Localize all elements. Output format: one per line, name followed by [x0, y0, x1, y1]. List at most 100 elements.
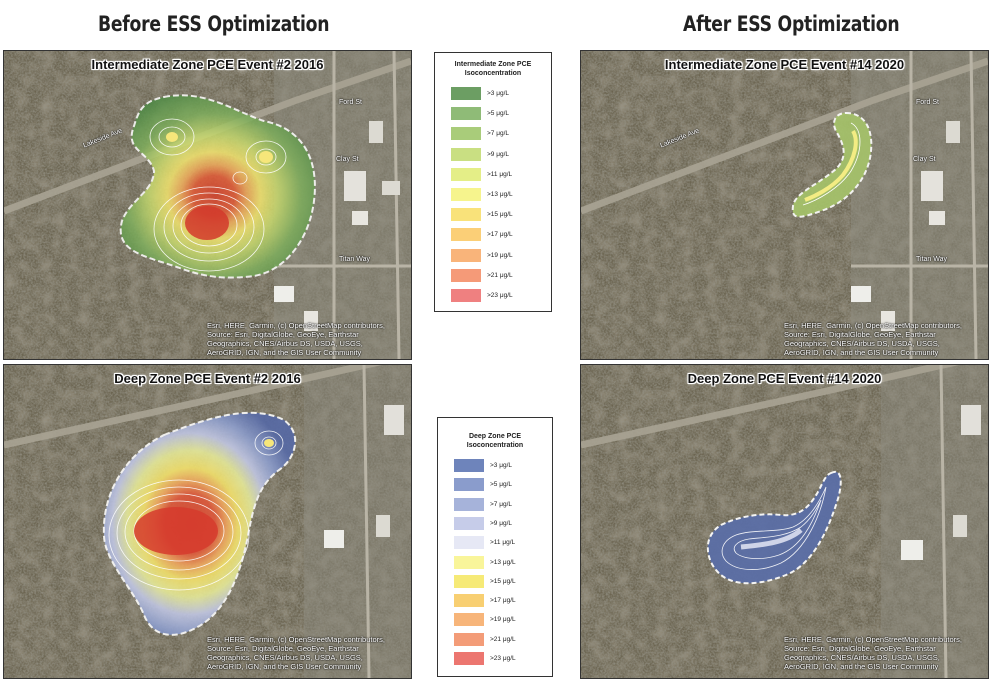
- map-title: Deep Zone PCE Event #2 2016: [114, 371, 301, 386]
- legend-label: >15 μg/L: [487, 211, 513, 219]
- attribution-line: Geographics, CNES/Airbus DS, USDA, USGS,: [784, 339, 940, 348]
- legend-item: >23 μg/L: [454, 652, 516, 665]
- map-intermediate-2016[interactable]: Lakeside Ave Clay St Titan Way Ford St I…: [3, 50, 412, 360]
- legend-swatch: [454, 594, 484, 608]
- map-title: Intermediate Zone PCE Event #2 2016: [91, 57, 324, 72]
- legend-item: >9 μg/L: [451, 147, 509, 161]
- attribution-line: Geographics, CNES/Airbus DS, USDA, USGS,: [784, 653, 940, 662]
- street-label: Clay St: [913, 156, 936, 163]
- legend-swatch: [451, 268, 481, 282]
- legend-title: Deep Zone PCE Isoconcentration: [438, 432, 552, 450]
- legend-label: >9 μg/L: [490, 519, 512, 527]
- legend-item: >11 μg/L: [454, 536, 516, 550]
- legend-swatch: [454, 497, 484, 511]
- street-label: Ford St: [339, 99, 362, 106]
- legend-item: >9 μg/L: [454, 516, 512, 530]
- legend-label: >19 μg/L: [490, 616, 516, 624]
- legend-swatch: [454, 516, 484, 530]
- attribution-line: Source: Esri, DigitalGlobe, GeoEye, Eart…: [784, 644, 936, 653]
- attribution-line: AeroGRID, IGN, and the GIS User Communit…: [784, 662, 939, 671]
- legend-swatch: [454, 536, 484, 550]
- legend-label: >23 μg/L: [490, 655, 516, 662]
- legend-swatch: [451, 127, 481, 141]
- attribution-line: Geographics, CNES/Airbus DS, USDA, USGS,: [207, 339, 363, 348]
- legend-swatch: [454, 574, 484, 588]
- attribution-line: Source: Esri, DigitalGlobe, GeoEye, Eart…: [784, 330, 936, 339]
- legend-title-line: Isoconcentration: [464, 70, 522, 77]
- legend-swatch: [454, 478, 484, 492]
- legend-item: >21 μg/L: [454, 632, 516, 646]
- attribution-line: AeroGRID, IGN, and the GIS User Communit…: [207, 348, 362, 357]
- legend-label: >5 μg/L: [490, 481, 512, 489]
- plume-deep-2016: [102, 411, 297, 636]
- street-label: Titan Way: [916, 256, 947, 263]
- legend-title: Intermediate Zone PCE Isoconcentration: [435, 60, 551, 78]
- after-header: After ESS Optimization: [683, 12, 900, 36]
- legend-item: >11 μg/L: [451, 167, 512, 181]
- legend-deep: Deep Zone PCE Isoconcentration >3 μg/L >5…: [437, 417, 553, 677]
- legend-item: >21 μg/L: [451, 268, 513, 282]
- attribution-line: Esri, HERE, Garmin, (c) OpenStreetMap co…: [784, 635, 962, 644]
- map-title: Deep Zone PCE Event #14 2020: [687, 371, 882, 386]
- legend-item: >23 μg/L: [451, 289, 513, 302]
- legend-label: >11 μg/L: [490, 539, 516, 547]
- legend-swatch: [451, 87, 481, 100]
- legend-swatch: [454, 459, 484, 472]
- attribution-line: Esri, HERE, Garmin, (c) OpenStreetMap co…: [784, 321, 962, 330]
- legend-item: >13 μg/L: [454, 555, 516, 569]
- legend-label: >19 μg/L: [487, 251, 513, 259]
- satellite-basemap: [581, 51, 988, 359]
- street-label: Titan Way: [339, 256, 370, 263]
- legend-item: >7 μg/L: [454, 497, 512, 511]
- map-attribution: Esri, HERE, Garmin, (c) OpenStreetMap co…: [207, 635, 385, 671]
- legend-label: >21 μg/L: [490, 635, 516, 643]
- legend-label: >13 μg/L: [490, 558, 516, 566]
- map-attribution: Esri, HERE, Garmin, (c) OpenStreetMap co…: [784, 635, 962, 671]
- legend-label: >5 μg/L: [487, 110, 509, 118]
- legend-item: >5 μg/L: [454, 478, 512, 492]
- map-attribution: Esri, HERE, Garmin, (c) OpenStreetMap co…: [784, 321, 962, 357]
- legend-swatch: [451, 188, 481, 201]
- legend-label: >3 μg/L: [490, 462, 512, 469]
- legend-item: >19 μg/L: [454, 613, 516, 627]
- legend-swatch: [451, 107, 481, 121]
- satellite-basemap: [4, 51, 411, 359]
- street-label: Clay St: [336, 156, 359, 163]
- map-deep-2020[interactable]: Deep Zone PCE Event #14 2020 Esri, HERE,…: [580, 364, 989, 679]
- legend-swatch: [451, 147, 481, 161]
- map-title: Intermediate Zone PCE Event #14 2020: [664, 57, 905, 72]
- legend-swatch: [451, 208, 481, 222]
- attribution-line: AeroGRID, IGN, and the GIS User Communit…: [207, 662, 362, 671]
- attribution-line: Geographics, CNES/Airbus DS, USDA, USGS,: [207, 653, 363, 662]
- legend-swatch: [454, 652, 484, 665]
- attribution-line: AeroGRID, IGN, and the GIS User Communit…: [784, 348, 939, 357]
- legend-swatch: [451, 289, 481, 302]
- legend-label: >9 μg/L: [487, 150, 509, 158]
- legend-item: >5 μg/L: [451, 107, 509, 121]
- map-deep-2016[interactable]: Deep Zone PCE Event #2 2016 Esri, HERE, …: [3, 364, 412, 679]
- plume-intermediate-2020: [791, 111, 873, 218]
- legend-label: >17 μg/L: [490, 597, 516, 605]
- plume-intermediate-2016: [119, 94, 316, 279]
- attribution-line: Esri, HERE, Garmin, (c) OpenStreetMap co…: [207, 635, 385, 644]
- legend-label: >21 μg/L: [487, 271, 513, 279]
- before-header: Before ESS Optimization: [98, 12, 330, 36]
- map-intermediate-2020[interactable]: Lakeside Ave Clay St Titan Way Ford St I…: [580, 50, 989, 360]
- legend-label: >17 μg/L: [487, 231, 513, 239]
- legend-label: >7 μg/L: [487, 130, 509, 138]
- satellite-basemap: [4, 365, 411, 678]
- legend-item: >15 μg/L: [451, 208, 513, 222]
- legend-swatch: [454, 632, 484, 646]
- legend-title-line: Intermediate Zone PCE: [454, 61, 532, 68]
- legend-item: >3 μg/L: [454, 459, 512, 472]
- map-attribution: Esri, HERE, Garmin, (c) OpenStreetMap co…: [207, 321, 385, 357]
- legend-swatch: [451, 167, 481, 181]
- legend-item: >19 μg/L: [451, 248, 513, 262]
- legend-item: >17 μg/L: [451, 228, 513, 242]
- legend-item: >3 μg/L: [451, 87, 509, 100]
- legend-item: >17 μg/L: [454, 594, 516, 608]
- legend-item: >7 μg/L: [451, 127, 509, 141]
- street-label: Ford St: [916, 99, 939, 106]
- legend-label: >7 μg/L: [490, 500, 512, 508]
- legend-title-line: Deep Zone PCE: [468, 433, 522, 440]
